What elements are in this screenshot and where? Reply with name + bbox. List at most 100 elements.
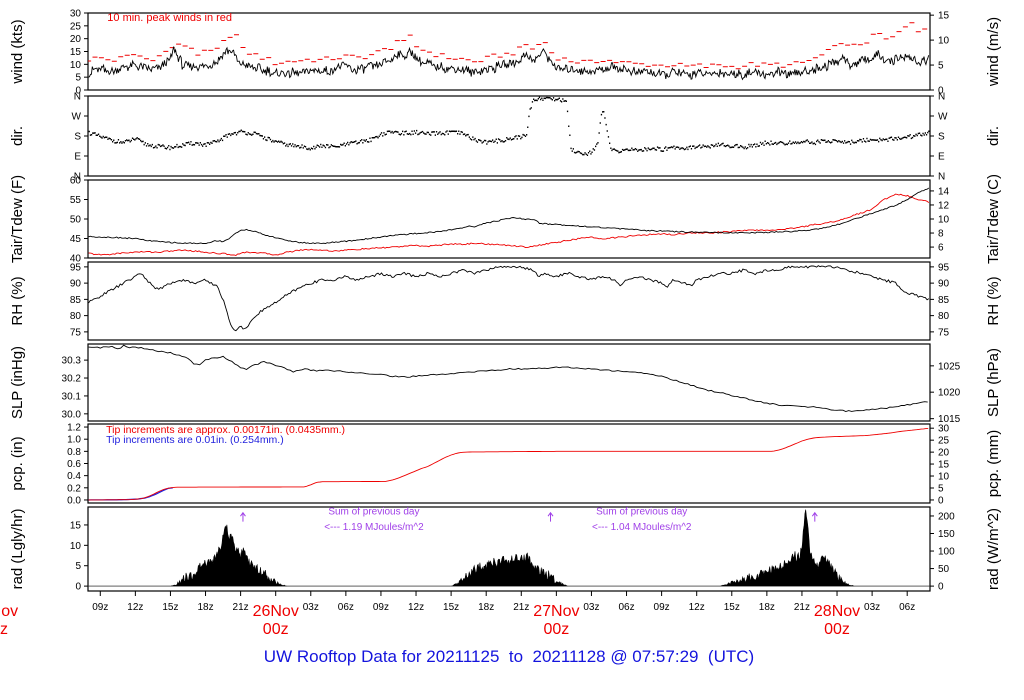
left-tick-label: 25 — [70, 21, 82, 32]
left-tick-label: 30.3 — [62, 356, 82, 367]
series-precip-cumulative — [88, 427, 929, 501]
x-day-sublabel: 00z — [263, 621, 289, 638]
series-wind-10min-peak — [88, 22, 928, 70]
series-tair — [88, 187, 930, 245]
left-tick-label: 85 — [70, 295, 82, 306]
x-tick-label: 12z — [127, 602, 143, 613]
axis-label-left: wind (kts) — [9, 19, 26, 84]
left-tick-label: N — [74, 172, 81, 183]
left-tick-label: 10 — [70, 541, 82, 552]
right-tick-label: 5 — [938, 483, 944, 494]
left-tick-label: E — [74, 152, 81, 163]
left-tick-label: 1.2 — [67, 423, 81, 434]
x-tick-label: 12z — [408, 602, 424, 613]
right-tick-label: 0 — [938, 495, 944, 506]
axis-label-right: dir. — [985, 126, 1002, 146]
series-tdew — [88, 193, 930, 257]
right-tick-label: N — [938, 92, 945, 103]
x-day-label: 25Nov — [0, 603, 18, 620]
annotation-text: <--- 1.19 MJoules/m^2 — [324, 522, 424, 533]
right-tick-label: E — [938, 152, 945, 163]
x-tick-label: 03z — [303, 602, 319, 613]
right-tick-label: 85 — [938, 295, 950, 306]
right-tick-label: 30 — [938, 424, 950, 435]
left-tick-label: 95 — [70, 262, 82, 273]
left-tick-label: 1.0 — [67, 435, 81, 446]
left-tick-label: 55 — [70, 195, 82, 206]
left-tick-label: 5 — [75, 73, 81, 84]
right-tick-label: 95 — [938, 262, 950, 273]
x-day-sublabel: 00z — [543, 621, 569, 638]
axis-label-left: RH (%) — [9, 276, 26, 325]
left-tick-label: 45 — [70, 234, 82, 245]
right-tick-label: S — [938, 132, 945, 143]
x-day-label: 26Nov — [253, 603, 299, 620]
axis-label-left: SLP (inHg) — [9, 346, 26, 419]
x-tick-label: 09z — [654, 602, 670, 613]
left-tick-label: N — [74, 92, 81, 103]
x-tick-label: 09z — [92, 602, 108, 613]
annotation-text: Sum of previous day — [596, 507, 687, 518]
chart-title: UW Rooftop Data for 20211125 to 20211128… — [263, 647, 755, 666]
axis-label-left: dir. — [9, 126, 26, 146]
annotation-text: <--- 1.04 MJoules/m^2 — [592, 522, 692, 533]
right-tick-label: 15 — [938, 460, 950, 471]
panel-border — [87, 12, 931, 91]
series-wind-direction — [88, 96, 930, 156]
right-tick-label: 10 — [938, 472, 950, 483]
axis-label-right: RH (%) — [985, 276, 1002, 325]
x-tick-label: 15z — [162, 602, 178, 613]
right-tick-label: 12 — [938, 200, 950, 211]
series-solar-radiation — [88, 509, 930, 587]
right-tick-label: 200 — [938, 511, 955, 522]
right-tick-label: 10 — [938, 36, 950, 47]
left-tick-label: 50 — [70, 215, 82, 226]
right-tick-label: 50 — [938, 564, 950, 575]
x-day-label: 28Nov — [814, 603, 860, 620]
left-tick-label: 40 — [70, 254, 82, 265]
x-tick-label: 18z — [759, 602, 775, 613]
series-relative-humidity — [88, 265, 930, 332]
annotation-text: Tip increments are approx. 0.00171in. (0… — [106, 424, 345, 436]
left-tick-label: 0.8 — [67, 447, 81, 458]
left-tick-label: 0 — [75, 582, 81, 593]
series-group — [88, 96, 930, 156]
left-tick-label: 80 — [70, 311, 82, 322]
panel-border — [87, 506, 931, 592]
left-tick-label: S — [74, 132, 81, 143]
right-tick-label: 1025 — [938, 361, 961, 372]
left-tick-label: 30.1 — [62, 391, 82, 402]
series-group — [88, 187, 930, 257]
series-group — [88, 344, 928, 412]
axis-label-left: pcp. (in) — [9, 436, 26, 490]
right-tick-label: 1020 — [938, 388, 961, 399]
x-tick-label: 18z — [197, 602, 213, 613]
panel-border — [87, 95, 931, 177]
x-day-label: 27Nov — [533, 603, 579, 620]
right-tick-label: 8 — [938, 229, 944, 240]
x-tick-label: 21z — [233, 602, 249, 613]
left-tick-label: 30 — [70, 9, 82, 20]
axis-label-right: Tair/Tdew (C) — [985, 174, 1002, 264]
x-axis: 25Nov00z09z12z15z18z21z26Nov00z03z06z09z… — [0, 591, 915, 638]
axis-label-left: rad (Lgly/hr) — [9, 509, 26, 590]
series-group — [88, 265, 930, 332]
left-tick-label: 0.6 — [67, 459, 81, 470]
right-tick-label: 90 — [938, 279, 950, 290]
series-precip-001in-gauge — [88, 487, 173, 501]
right-tick-label: N — [938, 172, 945, 183]
left-tick-label: 0 — [75, 86, 81, 97]
sum-arrow-icon — [240, 511, 246, 522]
left-tick-label: 15 — [70, 520, 82, 531]
series-group — [88, 509, 930, 587]
annotation-text: 10 min. peak winds in red — [107, 12, 232, 24]
left-tick-label: 75 — [70, 327, 82, 338]
left-tick-label: 0.2 — [67, 483, 81, 494]
left-tick-label: 5 — [75, 561, 81, 572]
x-tick-label: 06z — [618, 602, 634, 613]
series-group — [88, 22, 930, 81]
right-tick-label: 20 — [938, 448, 950, 459]
x-day-sublabel: 00z — [824, 621, 850, 638]
